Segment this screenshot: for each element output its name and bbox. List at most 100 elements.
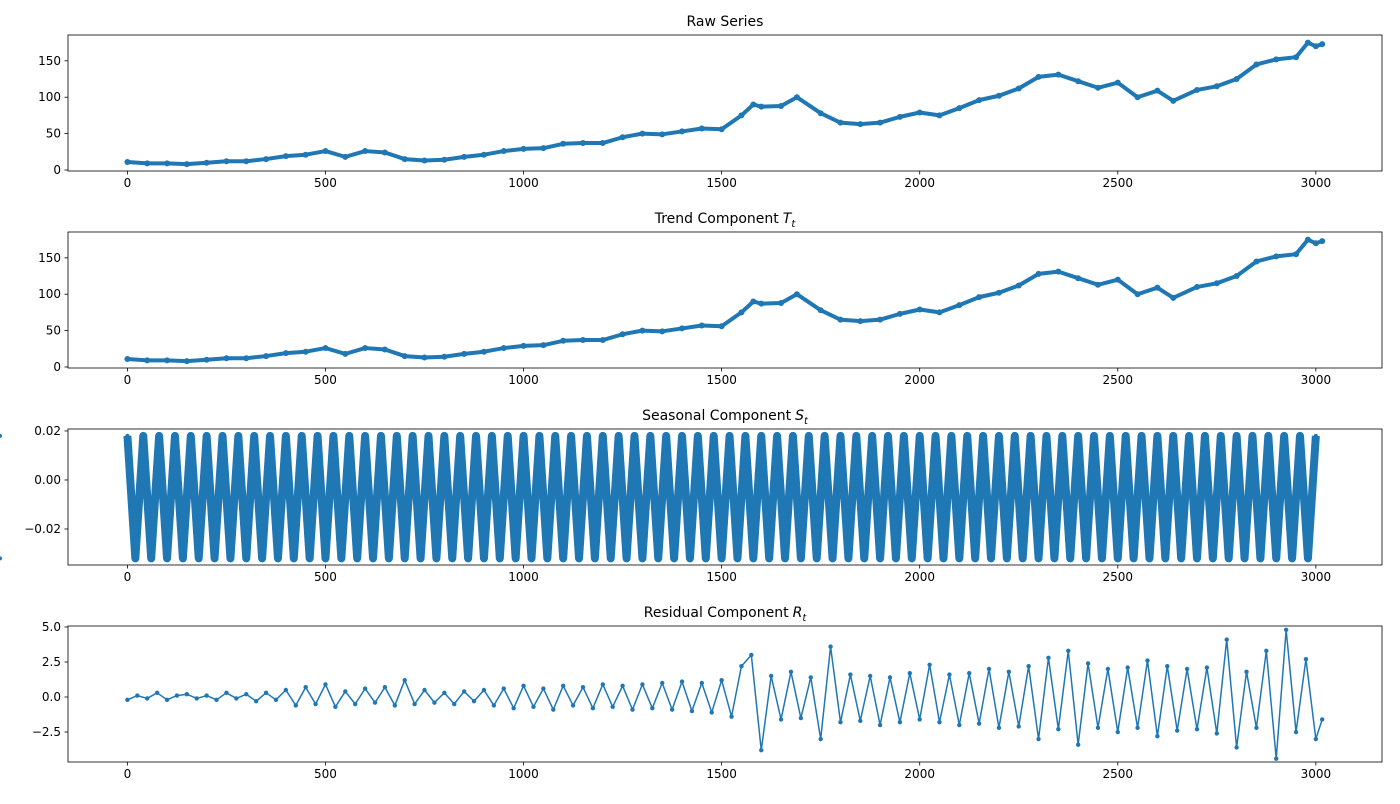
data-point — [862, 556, 867, 561]
data-point — [679, 679, 685, 684]
data-point — [936, 112, 943, 119]
data-point — [1213, 83, 1220, 90]
data-point — [442, 690, 447, 696]
data-point — [553, 433, 558, 438]
data-point — [560, 683, 566, 689]
axes-frame — [67, 231, 1383, 369]
data-point — [511, 706, 516, 711]
data-point — [909, 556, 914, 561]
data-point — [315, 433, 320, 438]
x-tick-label: 3000 — [1301, 570, 1332, 584]
data-point — [342, 153, 349, 160]
data-point — [1006, 669, 1012, 675]
data-point — [632, 433, 637, 438]
data-point — [480, 151, 487, 158]
x-tick-label: 2000 — [904, 176, 935, 190]
data-point — [291, 556, 296, 561]
data-point — [925, 556, 930, 561]
data-point — [144, 160, 151, 167]
data-point — [738, 112, 745, 119]
data-point — [1264, 648, 1269, 653]
series-line — [127, 629, 1323, 760]
data-point — [1036, 736, 1041, 742]
data-point — [302, 348, 309, 355]
data-point — [837, 119, 844, 126]
data-point — [917, 433, 922, 438]
data-point — [822, 433, 827, 438]
data-point — [188, 433, 193, 438]
data-point — [323, 682, 328, 687]
data-point — [282, 350, 289, 357]
x-tick-label: 500 — [314, 373, 337, 387]
data-point — [878, 556, 883, 561]
data-point — [1304, 39, 1311, 46]
data-point — [1055, 268, 1062, 275]
data-point — [687, 556, 692, 561]
data-point — [907, 671, 912, 676]
subplot-title: Trend Component Tt — [654, 211, 797, 230]
data-point — [1226, 556, 1231, 561]
data-point — [965, 433, 970, 438]
data-point — [1293, 251, 1300, 258]
subplot-title: Residual Component Rt — [644, 605, 808, 624]
data-point — [857, 318, 864, 325]
subplot-title: Seasonal Component St — [642, 408, 809, 427]
data-point — [610, 704, 615, 710]
data-point — [619, 134, 626, 141]
data-point — [640, 556, 645, 561]
data-point — [790, 433, 795, 438]
data-point — [592, 556, 597, 561]
data-point — [1163, 556, 1168, 561]
data-point — [941, 556, 946, 561]
data-point — [1304, 236, 1311, 243]
data-point — [313, 701, 318, 707]
data-point — [917, 717, 922, 722]
data-point — [648, 433, 653, 438]
data-point — [858, 718, 863, 724]
data-point — [461, 153, 468, 160]
data-point — [244, 692, 249, 697]
data-point — [1154, 284, 1161, 291]
data-point — [1075, 78, 1082, 85]
data-point — [709, 710, 714, 715]
data-point — [1319, 41, 1326, 48]
data-point — [0, 433, 2, 438]
data-point — [956, 302, 963, 309]
x-tick-label: 2500 — [1103, 373, 1134, 387]
data-point — [768, 673, 774, 679]
data-point — [996, 433, 1001, 438]
data-point — [749, 652, 754, 658]
data-point — [718, 126, 725, 133]
data-point — [976, 97, 983, 104]
data-point — [1266, 433, 1271, 438]
data-point — [1154, 87, 1161, 94]
data-point — [1060, 433, 1065, 438]
data-point — [956, 105, 963, 112]
data-point — [1283, 627, 1289, 632]
data-point — [1075, 275, 1082, 282]
data-point — [1305, 556, 1310, 561]
data-point — [600, 433, 605, 438]
data-point — [0, 556, 2, 561]
data-point — [599, 140, 606, 147]
data-point — [125, 697, 130, 703]
data-point — [471, 699, 477, 704]
data-point — [418, 556, 423, 561]
data-point — [570, 703, 576, 708]
data-point — [426, 433, 431, 438]
data-point — [378, 433, 383, 438]
data-point — [268, 433, 273, 438]
data-point — [798, 715, 804, 721]
data-point — [196, 556, 201, 561]
data-point — [183, 358, 190, 365]
data-point — [1046, 655, 1051, 660]
x-tick-label: 0 — [124, 767, 132, 781]
title-subscript: t — [804, 416, 809, 427]
data-point — [331, 433, 336, 438]
x-tick-label: 2500 — [1103, 767, 1134, 781]
data-point — [758, 300, 765, 307]
data-point — [342, 350, 349, 357]
data-point — [1171, 433, 1176, 438]
data-point — [837, 316, 844, 323]
data-point — [729, 714, 734, 719]
